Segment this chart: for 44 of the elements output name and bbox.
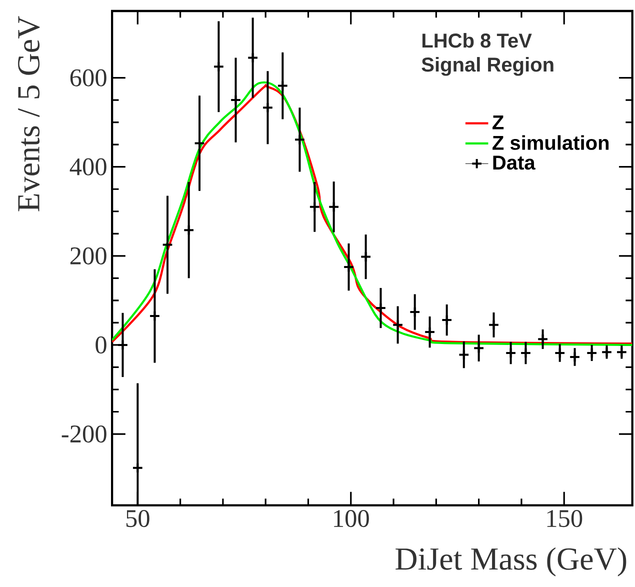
- point: [488, 319, 500, 331]
- point: [276, 80, 288, 92]
- x-tick-label: 150: [547, 510, 582, 528]
- y-tick-label: 600: [70, 69, 106, 86]
- point: [294, 134, 306, 146]
- annotation: Signal Region: [422, 57, 554, 76]
- point: [343, 261, 354, 273]
- annotation: LHCb 8 TeV: [422, 33, 532, 48]
- x-axis-title: DiJet Mass (GeV): [396, 547, 626, 576]
- y-axis-title: Events / 5 GeV: [18, 16, 40, 212]
- point: [117, 339, 128, 351]
- point: [247, 52, 258, 64]
- point: [586, 347, 598, 359]
- point: [149, 310, 160, 322]
- point: [230, 94, 242, 106]
- point: [262, 102, 274, 114]
- point: [424, 326, 436, 338]
- point: [213, 61, 224, 72]
- point: [392, 319, 404, 331]
- point: [473, 342, 484, 354]
- point: [132, 462, 144, 474]
- point: [537, 334, 548, 345]
- point: [194, 138, 206, 149]
- y-tick-label: 200: [70, 247, 106, 264]
- point: [183, 224, 194, 236]
- point: [569, 351, 580, 363]
- point: [409, 306, 421, 318]
- legend-label: Z simulation: [492, 135, 609, 150]
- y-tick-label: -200: [62, 425, 106, 443]
- point: [505, 347, 516, 359]
- point: [520, 347, 532, 359]
- point: [441, 314, 452, 326]
- point: [360, 251, 372, 262]
- legend-label: Z: [492, 115, 504, 130]
- point: [308, 201, 320, 213]
- point: [328, 201, 340, 213]
- point: [554, 347, 566, 359]
- point: [458, 349, 470, 360]
- point: [375, 302, 386, 314]
- legend-label: Data: [493, 156, 536, 170]
- x-tick-label: 50: [126, 510, 150, 528]
- x-tick-label: 100: [334, 510, 369, 528]
- y-tick-label: 0: [96, 336, 106, 354]
- y-tick-label: 400: [70, 158, 106, 176]
